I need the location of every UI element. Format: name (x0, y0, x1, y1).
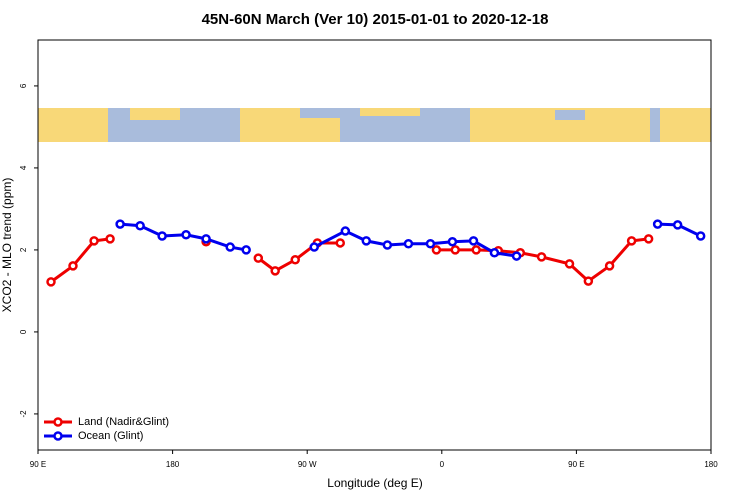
point (270, 266, 280, 276)
point (583, 276, 594, 286)
chart-title: 45N-60N March (Ver 10) 2015-01-01 to 202… (202, 11, 549, 28)
point (201, 234, 211, 244)
y-tick-label: 4 (19, 165, 28, 170)
y-tick-label: 0 (19, 329, 28, 334)
point (382, 240, 393, 250)
x-tick-label: 180 (704, 460, 718, 469)
y-tick-label: -2 (19, 410, 28, 418)
legend-label: Land (Nadir&Glint) (78, 416, 169, 428)
x-tick-label: 90 W (298, 460, 317, 469)
point (471, 245, 481, 255)
point (135, 220, 145, 231)
y-tick-label: 6 (19, 83, 28, 88)
x-tick-label: 90 E (30, 460, 46, 469)
point (157, 231, 167, 241)
point (181, 230, 191, 240)
point (290, 255, 300, 265)
y-axis-label: XCO2 - MLO trend (ppm) (0, 178, 14, 313)
plot-frame (37, 39, 712, 451)
point (468, 236, 479, 246)
point (489, 248, 500, 258)
point (105, 234, 115, 244)
point (340, 226, 351, 236)
point (643, 234, 654, 244)
y-tick-label: 2 (19, 247, 28, 252)
point (225, 242, 235, 252)
point (425, 239, 436, 249)
legend-label: Ocean (Glint) (78, 430, 143, 442)
point (536, 252, 547, 262)
point (604, 261, 615, 271)
point (335, 238, 346, 248)
series-line (50, 237, 649, 284)
point (431, 245, 442, 255)
point (652, 219, 663, 229)
map-band (38, 108, 711, 142)
x-axis-label: Longitude (deg E) (327, 476, 422, 490)
point (403, 239, 414, 249)
point (241, 245, 251, 255)
legend-marker (53, 431, 63, 441)
point (672, 220, 683, 230)
point (68, 261, 78, 271)
point (309, 242, 319, 252)
x-tick-label: 90 E (568, 460, 584, 469)
point (253, 253, 264, 263)
point (447, 236, 458, 247)
point (115, 219, 125, 229)
x-tick-label: 0 (440, 460, 445, 469)
point (361, 236, 372, 246)
point (89, 236, 99, 246)
point (626, 236, 637, 246)
point (46, 277, 56, 287)
legend-marker (53, 417, 63, 427)
point (511, 251, 522, 261)
x-tick-label: 180 (166, 460, 180, 469)
point (450, 245, 461, 255)
point (695, 231, 706, 241)
point (564, 259, 575, 269)
